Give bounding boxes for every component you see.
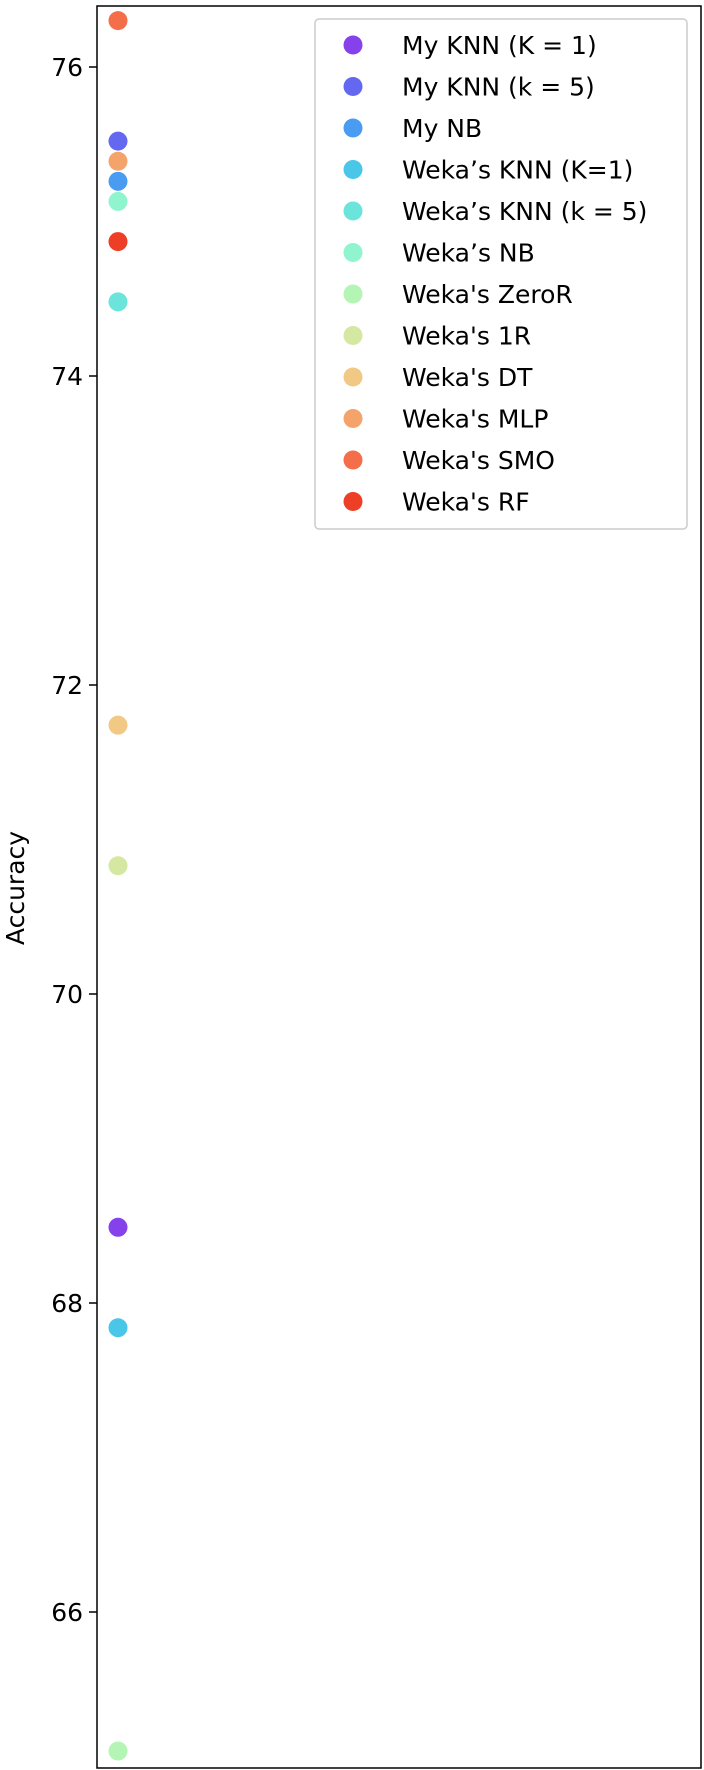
data-point (108, 11, 128, 31)
legend-marker (343, 77, 363, 96)
legend-label: Weka's SMO (402, 446, 555, 475)
legend-label: My NB (402, 114, 482, 143)
data-point (108, 151, 128, 171)
legend-label: My KNN (K = 1) (402, 31, 597, 60)
data-point (108, 715, 128, 735)
legend-marker (343, 201, 363, 221)
data-point (108, 292, 128, 312)
data-point (108, 1217, 128, 1237)
data-point (108, 191, 128, 211)
legend-marker (343, 492, 363, 511)
legend-label: Weka's RF (402, 488, 530, 517)
legend-marker (343, 160, 363, 179)
legend-label: Weka's 1R (402, 322, 531, 351)
legend-label: Weka's DT (402, 363, 533, 392)
legend-marker (343, 284, 363, 304)
data-point (108, 131, 128, 151)
legend-marker (343, 326, 363, 345)
data-points (108, 11, 128, 1761)
y-tick-label: 72 (51, 671, 83, 700)
legend-marker (343, 367, 363, 387)
legend: My KNN (K = 1) My KNN (k = 5) My NB Weka’s … (314, 18, 688, 530)
legend-frame (314, 18, 688, 530)
y-tick-label: 70 (51, 980, 83, 1009)
data-point (108, 171, 128, 191)
legend-label: Weka's MLP (402, 405, 548, 434)
y-tick-label: 66 (51, 1598, 83, 1627)
legend-marker (343, 243, 363, 262)
legend-label: My KNN (k = 5) (402, 73, 595, 102)
legend-marker (343, 450, 363, 470)
y-tick-label: 68 (51, 1289, 83, 1318)
data-point (108, 232, 128, 252)
legend-label: Weka’s KNN (k = 5) (402, 197, 647, 226)
data-point (108, 1318, 128, 1338)
legend-label: Weka's ZeroR (402, 280, 573, 309)
legend-marker (343, 409, 363, 428)
y-tick-label: 76 (51, 53, 83, 82)
legend-label: Weka’s NB (402, 239, 535, 268)
legend-label: Weka’s KNN (K=1) (402, 156, 633, 185)
y-axis-label: Accuracy (1, 831, 30, 945)
legend-marker (343, 118, 363, 138)
y-axis-ticks: 66 68 70 72 74 76 (51, 53, 97, 1627)
data-point (108, 856, 128, 876)
data-point (108, 1741, 128, 1761)
legend-marker (343, 35, 363, 55)
y-tick-label: 74 (51, 362, 83, 391)
